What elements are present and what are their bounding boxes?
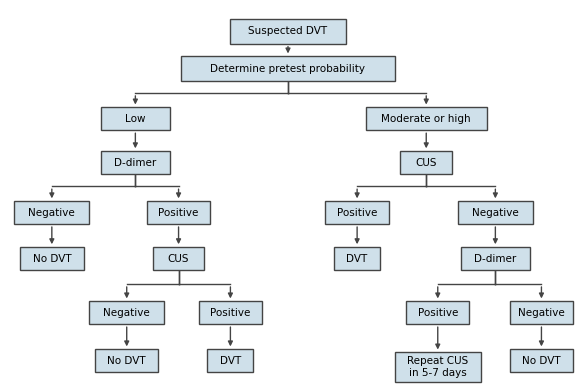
FancyBboxPatch shape <box>461 247 530 270</box>
Text: Moderate or high: Moderate or high <box>381 114 471 124</box>
Text: Negative: Negative <box>472 208 519 218</box>
FancyBboxPatch shape <box>89 301 164 324</box>
Text: Positive: Positive <box>210 308 251 318</box>
FancyBboxPatch shape <box>366 107 487 130</box>
Text: No DVT: No DVT <box>522 356 561 366</box>
Text: Repeat CUS
in 5-7 days: Repeat CUS in 5-7 days <box>407 356 468 378</box>
Text: Negative: Negative <box>103 308 150 318</box>
FancyBboxPatch shape <box>181 56 395 81</box>
Text: CUS: CUS <box>168 254 190 263</box>
Text: Negative: Negative <box>28 208 75 218</box>
FancyBboxPatch shape <box>230 19 346 44</box>
Text: D-dimer: D-dimer <box>474 254 517 263</box>
FancyBboxPatch shape <box>199 301 262 324</box>
Text: Negative: Negative <box>518 308 565 318</box>
FancyBboxPatch shape <box>207 349 253 372</box>
Text: DVT: DVT <box>347 254 367 263</box>
FancyBboxPatch shape <box>101 151 170 174</box>
Text: No DVT: No DVT <box>107 356 146 366</box>
Text: D-dimer: D-dimer <box>114 158 157 168</box>
FancyBboxPatch shape <box>147 201 210 224</box>
FancyBboxPatch shape <box>510 301 573 324</box>
FancyBboxPatch shape <box>406 301 469 324</box>
FancyBboxPatch shape <box>20 247 84 270</box>
Text: Suspected DVT: Suspected DVT <box>248 26 328 36</box>
Text: DVT: DVT <box>220 356 241 366</box>
FancyBboxPatch shape <box>458 201 533 224</box>
FancyBboxPatch shape <box>95 349 158 372</box>
FancyBboxPatch shape <box>510 349 573 372</box>
Text: Low: Low <box>125 114 146 124</box>
Text: Positive: Positive <box>158 208 199 218</box>
Text: CUS: CUS <box>415 158 437 168</box>
Text: No DVT: No DVT <box>32 254 71 263</box>
FancyBboxPatch shape <box>14 201 89 224</box>
FancyBboxPatch shape <box>101 107 170 130</box>
FancyBboxPatch shape <box>334 247 380 270</box>
FancyBboxPatch shape <box>153 247 204 270</box>
FancyBboxPatch shape <box>395 352 481 381</box>
Text: Determine pretest probability: Determine pretest probability <box>210 64 366 74</box>
FancyBboxPatch shape <box>325 201 389 224</box>
Text: Positive: Positive <box>418 308 458 318</box>
Text: Positive: Positive <box>337 208 377 218</box>
FancyBboxPatch shape <box>400 151 452 174</box>
